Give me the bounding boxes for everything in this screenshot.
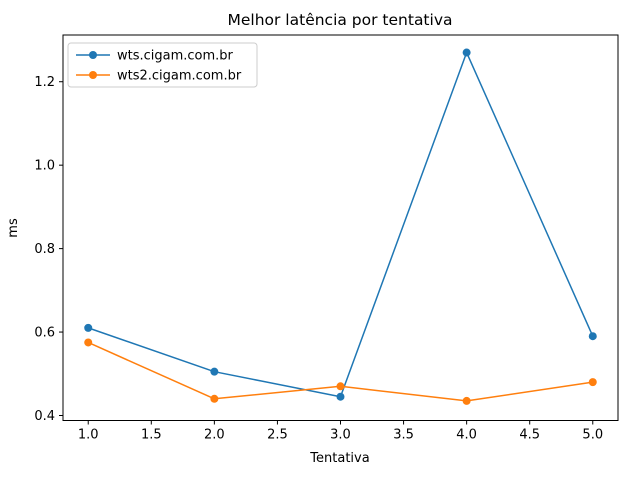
x-tick-label: 4.5 <box>519 428 540 443</box>
legend: wts.cigam.com.br wts2.cigam.com.br <box>67 42 258 88</box>
data-point-marker <box>588 378 597 387</box>
x-tick-label: 3.0 <box>330 428 351 443</box>
legend-sample-marker <box>89 71 97 79</box>
data-point-marker <box>84 338 93 347</box>
data-point-marker <box>462 48 471 57</box>
x-tick-label: 4.0 <box>456 428 477 443</box>
y-tick-label: 1.0 <box>34 159 55 174</box>
y-tick-label: 0.6 <box>34 326 55 341</box>
y-tick-label: 1.2 <box>34 75 55 90</box>
y-tick-label: 0.8 <box>34 242 55 257</box>
legend-box <box>67 42 258 88</box>
x-tick-label: 2.0 <box>204 428 225 443</box>
plot-area <box>62 34 619 421</box>
x-tick-label: 3.5 <box>393 428 414 443</box>
data-point-marker <box>462 396 471 405</box>
x-tick-label: 2.5 <box>267 428 288 443</box>
data-point-marker <box>336 382 345 391</box>
data-point-marker <box>210 394 219 403</box>
chart-title: Melhor latência por tentativa <box>227 11 452 29</box>
data-point-marker <box>84 323 93 332</box>
x-tick-label: 5.0 <box>582 428 603 443</box>
series-line <box>87 341 593 402</box>
plot-group: 1.0 1.5 2.0 2.5 3.0 3.5 4.0 4.5 5.0 0.4 0.6 0.8 1.0 1… <box>34 34 619 443</box>
x-tick-label: 1.5 <box>141 428 162 443</box>
x-tick-label: 1.0 <box>78 428 99 443</box>
data-point-marker <box>210 367 219 376</box>
legend-entry-label: wts.cigam.com.br <box>117 49 234 64</box>
legend-sample-marker <box>89 51 97 59</box>
data-point-marker <box>336 392 345 401</box>
y-tick-label: 0.4 <box>34 409 55 424</box>
x-axis-label: Tentativa <box>309 451 369 466</box>
data-point-marker <box>588 332 597 341</box>
series-line <box>87 51 594 398</box>
legend-entry-label: wts2.cigam.com.br <box>117 69 242 84</box>
y-axis-label: ms <box>6 218 21 238</box>
